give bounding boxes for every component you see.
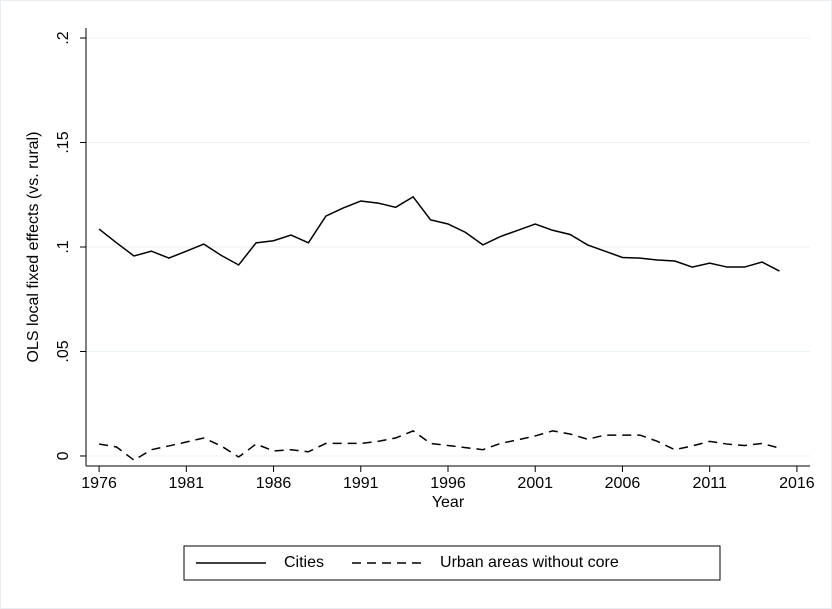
x-axis-label: Year: [432, 494, 465, 511]
x-tick-label: 1981: [169, 475, 205, 492]
legend-label: Cities: [284, 554, 324, 571]
x-tick-label: 1986: [256, 475, 292, 492]
x-tick-label: 2001: [517, 475, 553, 492]
y-axis-label: OLS local fixed effects (vs. rural): [25, 132, 42, 363]
x-tick-label: 2006: [605, 475, 641, 492]
series-line: [98, 195, 780, 272]
y-tick-label: .05: [55, 340, 72, 362]
y-tick-label: .2: [55, 31, 72, 44]
x-tick-label: 1976: [81, 475, 117, 492]
y-tick-label: .1: [55, 240, 72, 253]
x-tick-label: 2011: [692, 475, 727, 492]
y-tick-label: 0: [55, 451, 72, 460]
series-line: [98, 430, 780, 462]
x-tick-label: 1991: [343, 475, 379, 492]
y-tick-label: .15: [55, 131, 72, 153]
x-tick-label: 2016: [779, 475, 815, 492]
x-tick-label: 1996: [430, 475, 466, 492]
legend-box: [183, 545, 721, 581]
legend-label: Urban areas without core: [440, 554, 619, 571]
